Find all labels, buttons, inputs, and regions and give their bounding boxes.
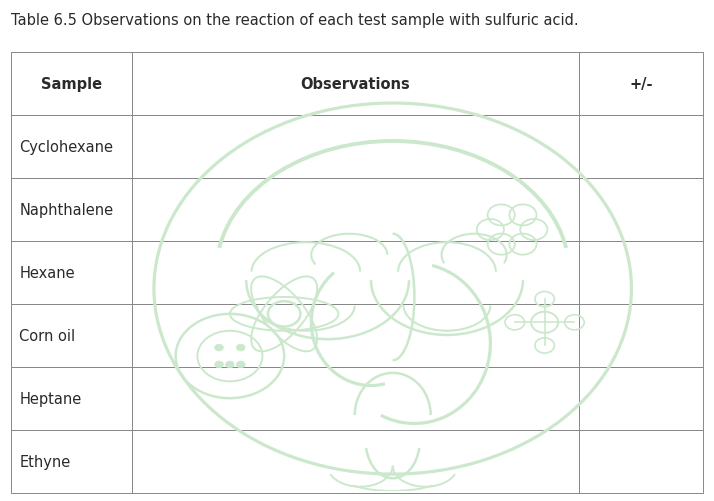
Bar: [578, 53, 703, 116]
Bar: [132, 241, 578, 305]
Text: Observations: Observations: [301, 77, 410, 92]
Text: Cyclohexane: Cyclohexane: [19, 140, 114, 155]
Bar: [132, 53, 578, 116]
Text: Sample: Sample: [41, 77, 102, 92]
Circle shape: [226, 361, 234, 368]
Bar: [11, 305, 132, 368]
Text: Naphthalene: Naphthalene: [19, 202, 114, 217]
Bar: [132, 116, 578, 178]
Bar: [578, 178, 703, 241]
Text: Heptane: Heptane: [19, 391, 81, 406]
Bar: [11, 430, 132, 493]
Bar: [11, 368, 132, 430]
Bar: [11, 116, 132, 178]
Bar: [132, 178, 578, 241]
Bar: [11, 178, 132, 241]
Circle shape: [215, 361, 223, 368]
Circle shape: [236, 345, 245, 351]
Circle shape: [236, 361, 245, 368]
Text: Corn oil: Corn oil: [19, 329, 76, 344]
Text: Ethyne: Ethyne: [19, 454, 71, 469]
Bar: [132, 305, 578, 368]
Bar: [578, 241, 703, 305]
Text: +/-: +/-: [629, 77, 653, 92]
Text: Table 6.5 Observations on the reaction of each test sample with sulfuric acid.: Table 6.5 Observations on the reaction o…: [11, 13, 578, 28]
Bar: [132, 368, 578, 430]
Bar: [578, 116, 703, 178]
Bar: [578, 430, 703, 493]
Circle shape: [215, 345, 223, 351]
Bar: [11, 53, 132, 116]
Text: Hexane: Hexane: [19, 266, 75, 281]
Bar: [578, 368, 703, 430]
Bar: [11, 241, 132, 305]
Bar: [132, 430, 578, 493]
Bar: [578, 305, 703, 368]
